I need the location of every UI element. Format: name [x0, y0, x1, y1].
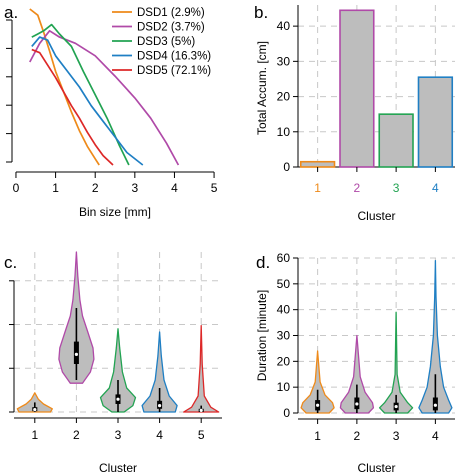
panel-a-series-line-4	[31, 36, 144, 166]
panel-b-x-tick-label: 4	[432, 181, 439, 195]
panel-d-y-tick-label: 60	[277, 251, 291, 265]
panel-c-x-axis-label: Cluster	[99, 461, 137, 474]
panel-d-y-tick-label: 40	[277, 303, 291, 317]
panel-a-x-tick-label: 2	[92, 181, 99, 195]
panel-d-x-tick-label: 2	[354, 429, 361, 443]
panel-d-y-tick-label: 30	[277, 329, 291, 343]
panel-d-median-1	[316, 403, 320, 407]
panel-a-x-axis-label: Bin size [mm]	[79, 205, 151, 219]
panel-c-x-tick-label: 2	[73, 428, 80, 442]
panel-a-series-line-3	[31, 23, 130, 166]
panel-c-median-5	[199, 408, 203, 412]
panel-b-bar-2	[339, 9, 375, 168]
panel-d-y-tick-label: 0	[283, 406, 290, 420]
panel-d-x-tick-label: 1	[314, 429, 321, 443]
panel-d-y-axis-label: Duration [minute]	[255, 290, 269, 381]
panel-d-x-tick-label: 3	[393, 429, 400, 443]
panel-a-series-line-5	[31, 48, 114, 166]
panel-a-x-tick-label: 1	[52, 181, 59, 195]
panel-b-x-tick-label: 3	[393, 181, 400, 195]
panel-c-violin-4	[141, 331, 178, 413]
panel-c-median-3	[116, 397, 120, 401]
panel-b-x-tick-label: 2	[354, 181, 361, 195]
panel-d-y-tick-label: 20	[277, 354, 291, 368]
panel-d-x-axis-label: Cluster	[357, 461, 395, 474]
panel-a-series-line-2	[29, 29, 180, 166]
panel-c-median-2	[74, 352, 78, 356]
panel-d-y-tick-label: 10	[277, 380, 291, 394]
panel-d-median-3	[394, 404, 398, 409]
panel-d-median-4	[433, 403, 437, 407]
panel-c-label: c.	[4, 253, 17, 272]
panel-a-legend-entry-1: DSD1 (2.9%)	[137, 7, 205, 19]
panel-a-legend-entry-4: DSD4 (16.3%)	[137, 51, 211, 63]
panel-a-x-tick-label: 3	[131, 181, 138, 195]
panel-d-violin-2	[339, 334, 375, 414]
panel-c-violin-3	[99, 328, 137, 413]
panel-c-median-1	[33, 408, 37, 412]
panel-b-bar-1	[299, 160, 336, 168]
panel-d-median-2	[355, 402, 359, 406]
panel-d-x-tick-label: 4	[432, 429, 439, 443]
panel-d-y-tick-label: 50	[277, 277, 291, 291]
panel-c-x-tick-label: 1	[31, 428, 38, 442]
panel-a-legend-entry-3: DSD3 (5%)	[137, 36, 195, 48]
panel-b-x-axis-label: Cluster	[357, 209, 395, 223]
panel-c-x-tick-label: 5	[198, 428, 205, 442]
panel-d-violin-1	[300, 350, 335, 414]
panel-a-x-tick-label: 0	[13, 181, 20, 195]
panel-c-median-4	[158, 404, 162, 408]
panel-c-x-tick-label: 3	[115, 428, 122, 442]
panel-a-label: a.	[4, 3, 18, 22]
panel-b-y-tick-label: 40	[277, 19, 291, 33]
panel-d-label: d.	[256, 253, 270, 272]
panel-b-y-tick-label: 10	[277, 125, 291, 139]
panel-b-bar-3	[378, 113, 414, 168]
panel-a-legend-entry-5: DSD5 (72.1%)	[137, 65, 211, 77]
panel-d-violin-4	[418, 259, 453, 414]
panel-b-bar-4	[417, 76, 454, 168]
panel-c-x-tick-label: 4	[156, 428, 163, 442]
panel-c-iqr-box-2	[73, 341, 79, 364]
panel-a-x-tick-label: 4	[171, 181, 178, 195]
panel-a-legend-entry-2: DSD2 (3.7%)	[137, 22, 205, 34]
panel-b-label: b.	[254, 3, 268, 22]
panel-c-violin-5	[183, 324, 220, 413]
panel-a-x-tick-label: 5	[211, 181, 218, 195]
panel-b-y-tick-label: 30	[277, 54, 291, 68]
panel-b-y-tick-label: 0	[283, 160, 290, 174]
panel-b-y-tick-label: 20	[277, 90, 291, 104]
panel-b-x-tick-label: 1	[314, 181, 321, 195]
panel-b-y-axis-label: Total Accum. [cm]	[255, 41, 269, 135]
panel-d-violin-3	[378, 311, 414, 414]
